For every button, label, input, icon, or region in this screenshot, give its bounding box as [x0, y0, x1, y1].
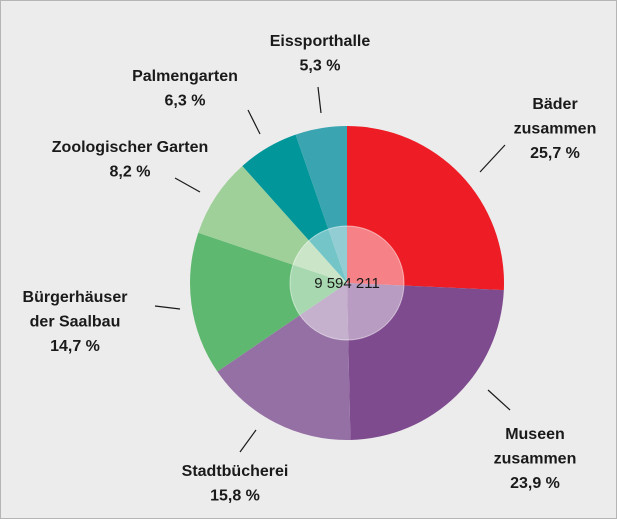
slice-label: Zoologischer Garten	[52, 139, 208, 156]
value-label: 14,7 %	[50, 338, 100, 355]
pie-slice	[295, 126, 347, 283]
leader-line	[487, 389, 511, 411]
slice-label: Bäder zusammen	[514, 96, 597, 138]
value-label: 15,8 %	[210, 488, 260, 505]
slice-label: Palmengarten	[132, 68, 238, 85]
pie-slice	[198, 165, 347, 283]
leader-line	[154, 305, 181, 310]
center-label: 9 594 211	[314, 275, 380, 292]
slice-label: Eissporthalle	[270, 33, 371, 50]
pie-slice	[190, 232, 347, 372]
value-label: 8,2 %	[110, 164, 151, 181]
center-circle	[289, 225, 405, 341]
value-label: 6,3 %	[165, 93, 206, 110]
leader-line	[317, 86, 322, 114]
leader-line	[247, 109, 261, 135]
value-label: 23,9 %	[510, 475, 560, 492]
pie-slice	[242, 134, 347, 283]
pie-slice	[347, 126, 504, 291]
value-label: 25,7 %	[530, 145, 580, 162]
leader-line	[174, 177, 201, 193]
leader-line	[239, 429, 257, 453]
pie-slice	[217, 283, 351, 441]
leader-line	[479, 144, 506, 173]
pie-slice	[347, 283, 504, 440]
slice-label: Bürgerhäuser der Saalbau	[23, 289, 128, 331]
slice-label: Stadtbücherei	[182, 463, 289, 480]
slice-label: Museen zusammen	[494, 426, 577, 468]
value-label: 5,3 %	[300, 58, 341, 75]
